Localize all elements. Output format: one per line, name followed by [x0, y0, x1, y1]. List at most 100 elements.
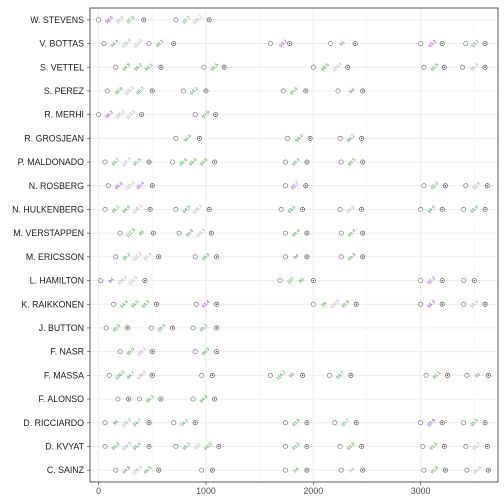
stint-start-point [101, 41, 107, 47]
stint-start-point [420, 444, 426, 449]
lap-time-label: 97.6 [126, 14, 136, 24]
stint-start-point [102, 444, 108, 449]
stint-start-point [148, 325, 154, 331]
driver-row: 108.6 94.7 109.6 114.7 94 93.7 93.1 93 [106, 369, 491, 381]
stint-end-dot [360, 208, 363, 211]
lap-time-label: 92.2 [426, 275, 436, 285]
driver-name-label: M. ERICSSON [26, 252, 84, 262]
lap-time-label: 95 [112, 419, 119, 426]
lap-time-label: 94.8 [203, 441, 213, 451]
stint-start-point [310, 301, 316, 307]
stint-start-point [335, 88, 341, 94]
lap-time-label: 94.6 [183, 133, 193, 143]
driver-row: 95.8 113.1 95.4 92.7 92.3 92.9 [105, 180, 490, 191]
stint-start-point [192, 112, 198, 118]
stint-end-dot [441, 42, 443, 45]
stint-start-point [463, 41, 469, 47]
lap-time-label: 113.6 [132, 37, 144, 49]
stint-end-dot [144, 279, 146, 282]
driver-name-label: K. RAIKKONEN [21, 299, 84, 309]
stint-end-dot [140, 113, 143, 116]
stint-end-dot [289, 42, 291, 45]
lap-time-label: 93.1 [470, 38, 480, 48]
stint-start-point [278, 206, 284, 212]
lap-time-label: 109.1 [131, 464, 143, 476]
lap-time-label: 93.6 [320, 62, 330, 72]
stint-start-point [421, 467, 427, 473]
stint-end-dot [306, 161, 308, 163]
stint-end-dot [215, 303, 218, 305]
lap-time-label: 94.1 [155, 38, 165, 48]
lap-time-label: 92.9 [471, 180, 481, 190]
x-axis: 0 1000 2000 3000 [96, 482, 431, 496]
stint-end-dot [441, 208, 443, 211]
stint-end-dot [306, 445, 308, 448]
stint-start-point [173, 135, 179, 141]
stint-end-dot [305, 185, 307, 187]
stint-end-dot [127, 398, 130, 400]
stint-end-dot [208, 208, 210, 211]
lap-time-label: 94.8 [289, 86, 299, 96]
stint-end-dot [486, 185, 488, 187]
stint-start-point [461, 420, 467, 426]
stint-start-point [103, 325, 109, 331]
stint-start-point [338, 230, 344, 236]
stint-end-dot [484, 42, 486, 45]
stint-start-point [337, 206, 343, 212]
lap-time-label: 94.7 [111, 157, 121, 167]
driver-row: 98.6 98.8 97.6 97.7 100.2 [96, 14, 212, 25]
stint-end-dot [306, 232, 308, 234]
driver-name-label: F. ALONSO [39, 394, 85, 404]
driver-row: 95.9 111.1 94.9 [117, 346, 220, 357]
y-axis-labels: W. STEVENS V. BOTTAS S. VETTEL S. PEREZ R. M… [12, 15, 90, 475]
stint-end-dot [484, 208, 486, 211]
lap-time-label: 94 [292, 253, 299, 260]
stint-start-point [463, 183, 469, 189]
lap-time-label: 94.9 [111, 441, 121, 451]
driver-row: 96.8 106.1 95.7 94.2 94.8 94 [104, 85, 366, 97]
lap-time-label: 107.5 [120, 156, 132, 168]
lap-time-label: 94.2 [179, 417, 189, 427]
stint-end-dot [312, 279, 315, 282]
lap-time-label: 94 [288, 371, 295, 378]
lap-time-label: 93.3 [426, 299, 436, 309]
lap-time-label: 97.7 [181, 14, 191, 24]
lap-time-label: 94.1 [144, 62, 154, 72]
stint-start-point [105, 183, 111, 189]
driver-rows: 98.6 98.8 97.6 97.7 100.294.4 100.9 113.6 94.1 9… [96, 14, 491, 476]
lap-time-label: 95.5 [132, 157, 142, 167]
stint-start-point [310, 64, 316, 70]
lap-time-label: 94.9 [121, 62, 131, 72]
stint-end-dot [305, 90, 307, 92]
stint-start-point [173, 17, 179, 23]
lap-time-label: 93 [474, 371, 481, 378]
stint-end-dot [148, 422, 150, 424]
stint-end-dot [441, 279, 443, 282]
stint-start-point [113, 467, 119, 473]
driver-name-label: J. BUTTON [39, 323, 84, 333]
lap-time-label: 114.7 [275, 369, 287, 381]
lap-time-label: 93.8 [346, 441, 356, 451]
lap-time-label: 93.6 [287, 204, 297, 214]
lap-time-label: 94.9 [199, 394, 209, 404]
lap-time-label: 93.9 [340, 299, 350, 309]
lap-time-label: 97.9 [201, 109, 211, 119]
lap-time-label: 100.9 [120, 37, 132, 49]
lap-time-label: 109.3 [191, 203, 203, 215]
stint-end-dot [160, 398, 162, 400]
stint-end-dot [151, 374, 153, 377]
driver-row: 94.6 94.4 94.2 [173, 133, 365, 143]
lap-time-label: 94.7 [132, 417, 142, 427]
lap-time-label: 93.1 [432, 370, 442, 380]
stint-start-point [326, 372, 332, 378]
lap-time-label: 95.1 [199, 323, 209, 333]
lap-time-label: 94 [108, 276, 115, 283]
x-tick-label: 1000 [196, 486, 216, 496]
stint-end-dot [350, 374, 352, 377]
stint-end-dot [149, 208, 151, 211]
lap-time-label: 94.5 [143, 465, 153, 475]
lap-time-label: 94.2 [133, 62, 143, 72]
stint-end-dot [173, 42, 175, 45]
lap-time-label: 94.9 [201, 346, 211, 356]
